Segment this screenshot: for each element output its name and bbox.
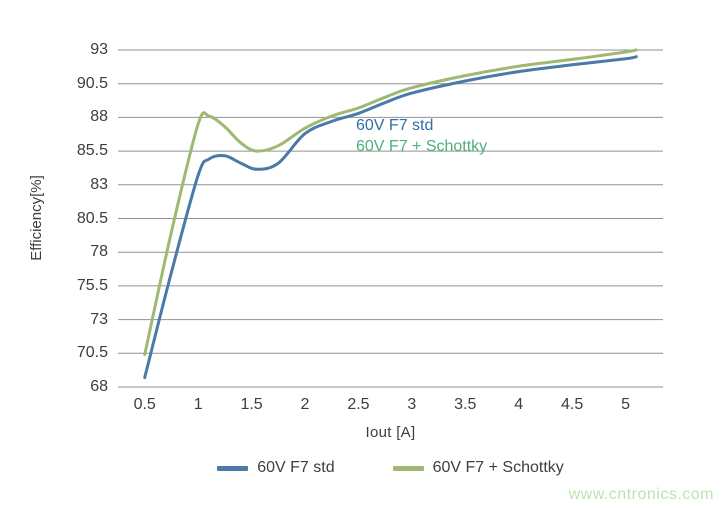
y-tick-68: 68 [90,378,108,395]
series-line-std [143,55,638,380]
x-tick-1: 1 [193,396,203,413]
x-tick-4: 4 [514,396,524,413]
x-tick-2.5: 2.5 [347,396,370,413]
legend-item-schottky: 60V F7 + Schottky [392,459,564,477]
x-tick-3: 3 [407,396,417,413]
y-tick-88: 88 [90,108,108,126]
y-tick-70.5: 70.5 [76,344,108,362]
legend-swatch-schottky-line [392,465,424,471]
x-axis-title: Iout [A] [365,424,416,441]
annotation-schottky-series: 60V F7 + Schottky [356,138,488,155]
annotation-std-series: 60V F7 std [356,117,434,134]
x-tick-0.5: 0.5 [133,396,156,413]
legend-item-std: 60V F7 std [217,459,335,477]
x-tick-4.5: 4.5 [561,396,584,413]
legend-label-schottky: 60V F7 + Schottky [432,459,564,476]
y-tick-80.5: 80.5 [76,209,108,227]
x-tick-5: 5 [621,396,631,413]
x-tick-3.5: 3.5 [454,396,477,413]
legend-swatch-std-line [217,465,249,471]
x-tick-1.5: 1.5 [240,396,263,413]
legend-label-std: 60V F7 std [257,459,335,476]
y-tick-90.5: 90.5 [76,74,108,92]
watermark: www.cntronics.com [568,486,714,503]
y-tick-83: 83 [90,175,108,193]
y-tick-73: 73 [90,310,108,328]
y-tick-75.5: 75.5 [76,276,108,294]
y-tick-93: 93 [90,41,108,58]
y-axis-title: Efficiency[%] [28,175,45,261]
legend: 60V F7 std 60V F7 + Schottky [118,459,663,477]
y-tick-85.5: 85.5 [76,142,108,160]
series-line-schottky [143,48,638,357]
y-tick-78: 78 [90,243,108,261]
x-tick-2: 2 [300,396,310,413]
